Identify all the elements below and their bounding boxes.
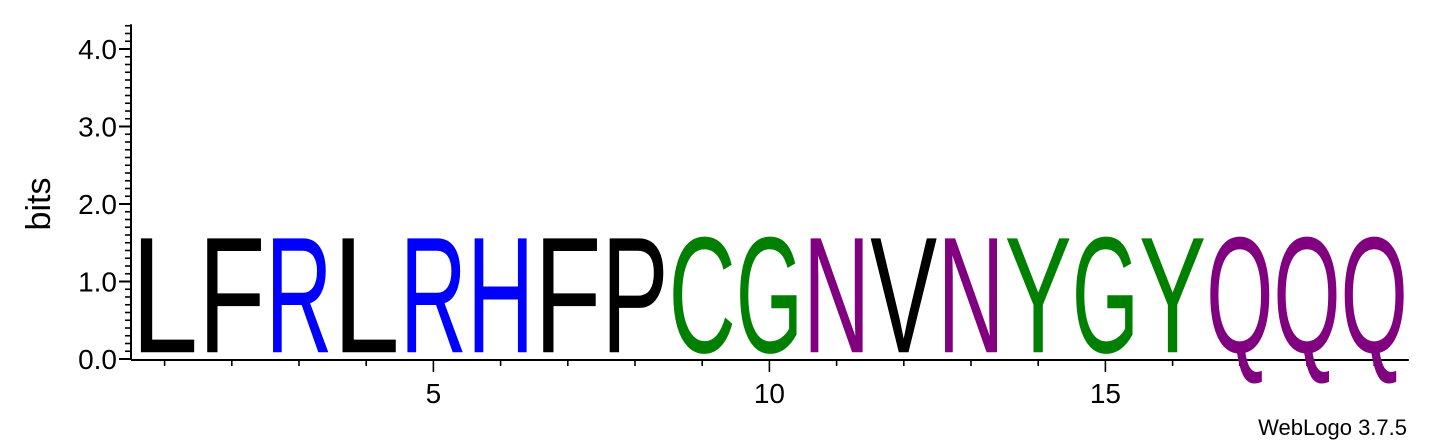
y-tick-label: 4.0 [78, 34, 117, 65]
logo-letter-N: N [803, 203, 870, 388]
y-tick-label: 3.0 [78, 112, 117, 143]
logo-letter-G: G [736, 202, 803, 388]
y-tick-label: 2.0 [78, 189, 117, 220]
logo-letter-Q: Q [1273, 202, 1340, 388]
y-tick-label: 1.0 [78, 267, 117, 298]
x-tick-label: 15 [1090, 378, 1121, 409]
logo-letter-R: R [265, 203, 332, 388]
logo-letter-H: H [467, 203, 534, 388]
logo-letter-L: L [333, 203, 400, 388]
logo-letter-Q: Q [1341, 202, 1408, 388]
logo-letter-R: R [400, 203, 467, 388]
y-tick-label: 0.0 [78, 344, 117, 375]
logo-letter-F: F [198, 203, 265, 388]
logo-letter-V: V [870, 202, 937, 387]
x-tick-label: 5 [426, 378, 442, 409]
logo-letter-N: N [937, 203, 1004, 388]
logo-letter-F: F [534, 203, 601, 388]
logo-letter-L: L [131, 203, 198, 388]
logo-letter-P: P [601, 204, 668, 389]
logo-letter-C: C [669, 203, 736, 388]
logo-letter-Y: Y [1139, 204, 1206, 389]
logo-letter-Q: Q [1206, 202, 1273, 388]
logo-letter-G: G [1072, 202, 1139, 388]
x-axis: 5 10 15 [131, 359, 1409, 409]
y-axis-title: bits [20, 178, 58, 231]
x-tick-label: 10 [754, 378, 785, 409]
weblogo-credit: WebLogo 3.7.5 [1258, 415, 1407, 440]
y-axis: 0.0 1.0 2.0 3.0 4.0 [78, 24, 132, 375]
logo-letter-Y: Y [1005, 204, 1072, 389]
